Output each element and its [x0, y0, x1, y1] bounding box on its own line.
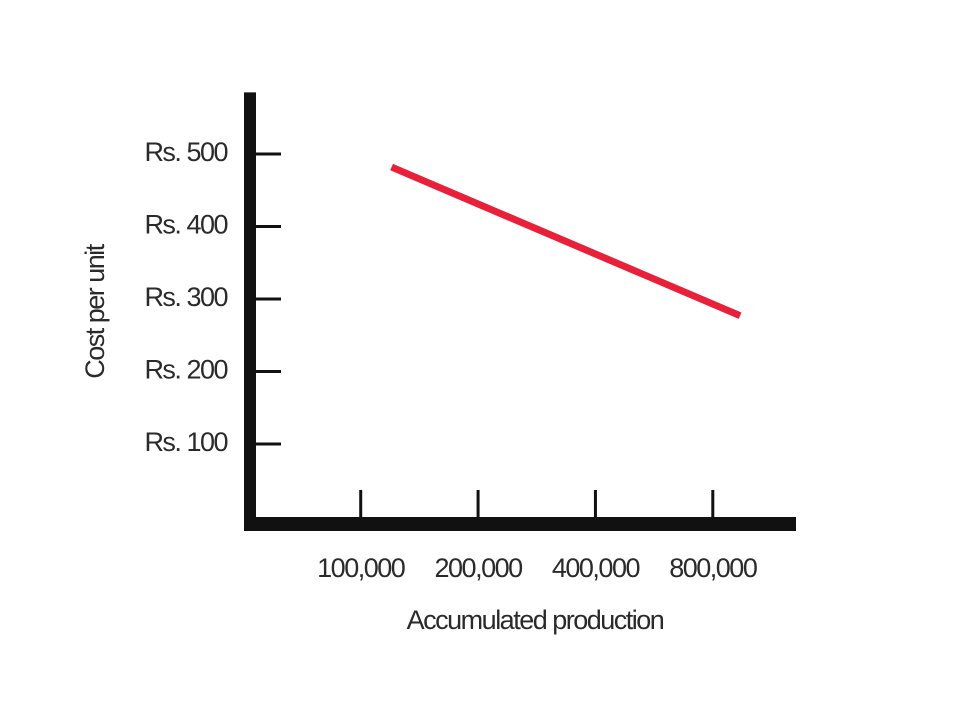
- x-tick-label: 100,000: [317, 553, 405, 583]
- y-tick-label: Rs. 400: [144, 210, 227, 240]
- x-tick-label: 200,000: [435, 553, 523, 583]
- data-line: [390, 163, 742, 319]
- y-tick-label: Rs. 200: [144, 355, 227, 385]
- y-axis-label: Cost per unit: [80, 243, 110, 379]
- y-tick-label: Rs. 500: [144, 137, 227, 167]
- x-tick-label: 400,000: [552, 553, 640, 583]
- y-tick-label: Rs. 300: [144, 282, 227, 312]
- x-axis-label: Accumulated production: [407, 605, 664, 635]
- x-tick-label: 800,000: [669, 553, 757, 583]
- y-tick-label: Rs. 100: [144, 427, 227, 457]
